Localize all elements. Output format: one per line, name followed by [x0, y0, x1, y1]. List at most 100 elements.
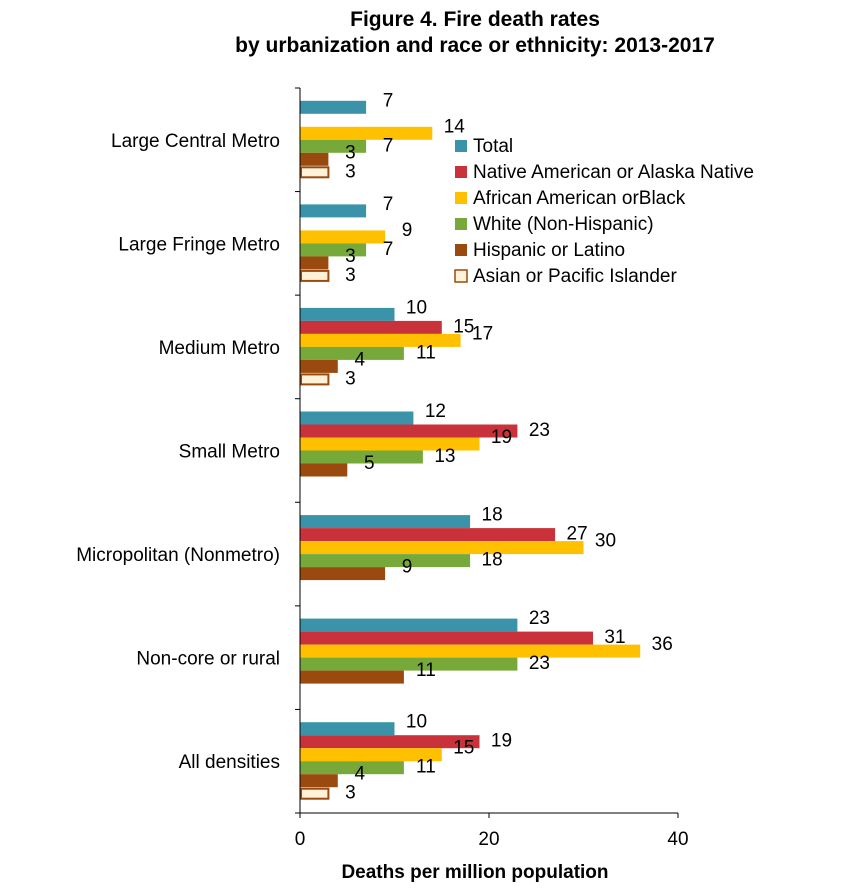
bar	[300, 152, 329, 166]
legend-swatch	[455, 192, 467, 204]
data-label: 15	[453, 738, 474, 759]
category-label: Medium Metro	[159, 338, 280, 359]
data-label: 9	[402, 557, 413, 578]
legend-label: Hispanic or Latino	[473, 240, 625, 261]
data-label: 36	[652, 634, 673, 655]
data-label: 3	[345, 161, 356, 182]
data-label: 7	[383, 90, 394, 111]
x-tick-label: 40	[667, 829, 688, 850]
data-label: 19	[491, 427, 512, 448]
axes	[295, 87, 679, 818]
bar	[300, 346, 404, 360]
data-label: 9	[402, 220, 413, 241]
bar	[300, 166, 330, 179]
legend-swatch	[455, 166, 467, 178]
bar	[300, 722, 395, 736]
data-label: 7	[383, 135, 394, 156]
bar	[300, 373, 330, 386]
chart-title: Figure 4. Fire death rates by urbanizatio…	[235, 8, 715, 57]
bar	[300, 515, 471, 529]
bar	[300, 541, 584, 555]
bar	[300, 333, 461, 347]
category-label: Large Fringe Metro	[118, 234, 280, 255]
bar	[300, 567, 386, 581]
data-label: 23	[529, 608, 550, 629]
legend-label: White (Non-Hispanic)	[473, 214, 654, 235]
bar	[300, 463, 348, 477]
legend-swatch	[454, 269, 468, 283]
data-label: 23	[529, 653, 550, 674]
legend-label: Total	[473, 136, 513, 157]
bar	[300, 787, 330, 800]
data-label: 13	[434, 446, 455, 467]
data-label: 18	[482, 550, 503, 571]
bar	[300, 618, 518, 632]
category-label: Non-core or rural	[136, 649, 280, 670]
data-label: 15	[453, 316, 474, 337]
bar	[300, 359, 338, 373]
data-label: 30	[595, 531, 616, 552]
legend-label: Asian or Pacific Islander	[473, 266, 677, 287]
data-label: 10	[406, 712, 427, 733]
bar	[300, 774, 338, 788]
bar	[300, 644, 641, 658]
data-label: 11	[416, 342, 436, 363]
bar	[300, 307, 395, 321]
bar	[300, 411, 414, 425]
data-label: 7	[383, 239, 394, 260]
bar	[300, 437, 480, 451]
data-label: 11	[416, 757, 436, 778]
bar	[300, 204, 367, 218]
legend-swatch	[455, 244, 467, 256]
category-label: Micropolitan (Nonmetro)	[76, 545, 280, 566]
category-label: Large Central Metro	[111, 131, 280, 152]
data-label: 11	[416, 660, 436, 681]
x-tick-label: 20	[478, 829, 499, 850]
data-label: 27	[567, 524, 588, 545]
bar	[300, 450, 423, 464]
bar	[300, 424, 518, 438]
data-label: 12	[425, 401, 446, 422]
bar	[300, 761, 404, 775]
category-label: All densities	[179, 752, 280, 773]
data-label: 4	[355, 349, 366, 370]
bar	[300, 100, 367, 114]
bar	[300, 528, 556, 542]
bar	[300, 657, 518, 671]
legend-swatch	[455, 218, 467, 230]
data-label: 14	[444, 116, 466, 137]
data-label: 4	[355, 764, 366, 785]
bar	[300, 256, 329, 270]
data-label: 3	[345, 783, 356, 804]
data-label: 3	[345, 142, 356, 163]
legend-label: Native American or Alaska Native	[473, 162, 754, 183]
bar	[300, 670, 404, 684]
data-label: 3	[345, 246, 356, 267]
category-label: Small Metro	[179, 442, 280, 463]
data-label: 31	[604, 627, 625, 648]
bar	[300, 139, 367, 153]
bar	[300, 735, 480, 749]
tick-labels: 0 20 40	[295, 829, 689, 850]
bar	[300, 243, 367, 257]
data-label: 10	[406, 297, 427, 318]
bars	[300, 100, 641, 800]
bar	[300, 320, 442, 334]
data-label: 18	[482, 505, 503, 526]
legend-label: African American orBlack	[473, 188, 686, 209]
chart-title-line-2: by urbanization and race or ethnicity: 2…	[235, 34, 715, 57]
data-label: 3	[345, 368, 356, 389]
bar	[300, 230, 386, 244]
data-label: 3	[345, 265, 356, 286]
x-axis-label: Deaths per million population	[341, 862, 608, 883]
bar	[300, 126, 433, 140]
bar	[300, 269, 330, 282]
bar	[300, 631, 593, 645]
bar	[300, 554, 471, 568]
legend: Total Native American or Alaska Native Afr…	[454, 136, 754, 287]
category-labels: Large Central Metro Large Fringe Metro Med…	[76, 131, 280, 773]
legend-swatch	[455, 140, 467, 152]
x-tick-label: 0	[295, 829, 306, 850]
